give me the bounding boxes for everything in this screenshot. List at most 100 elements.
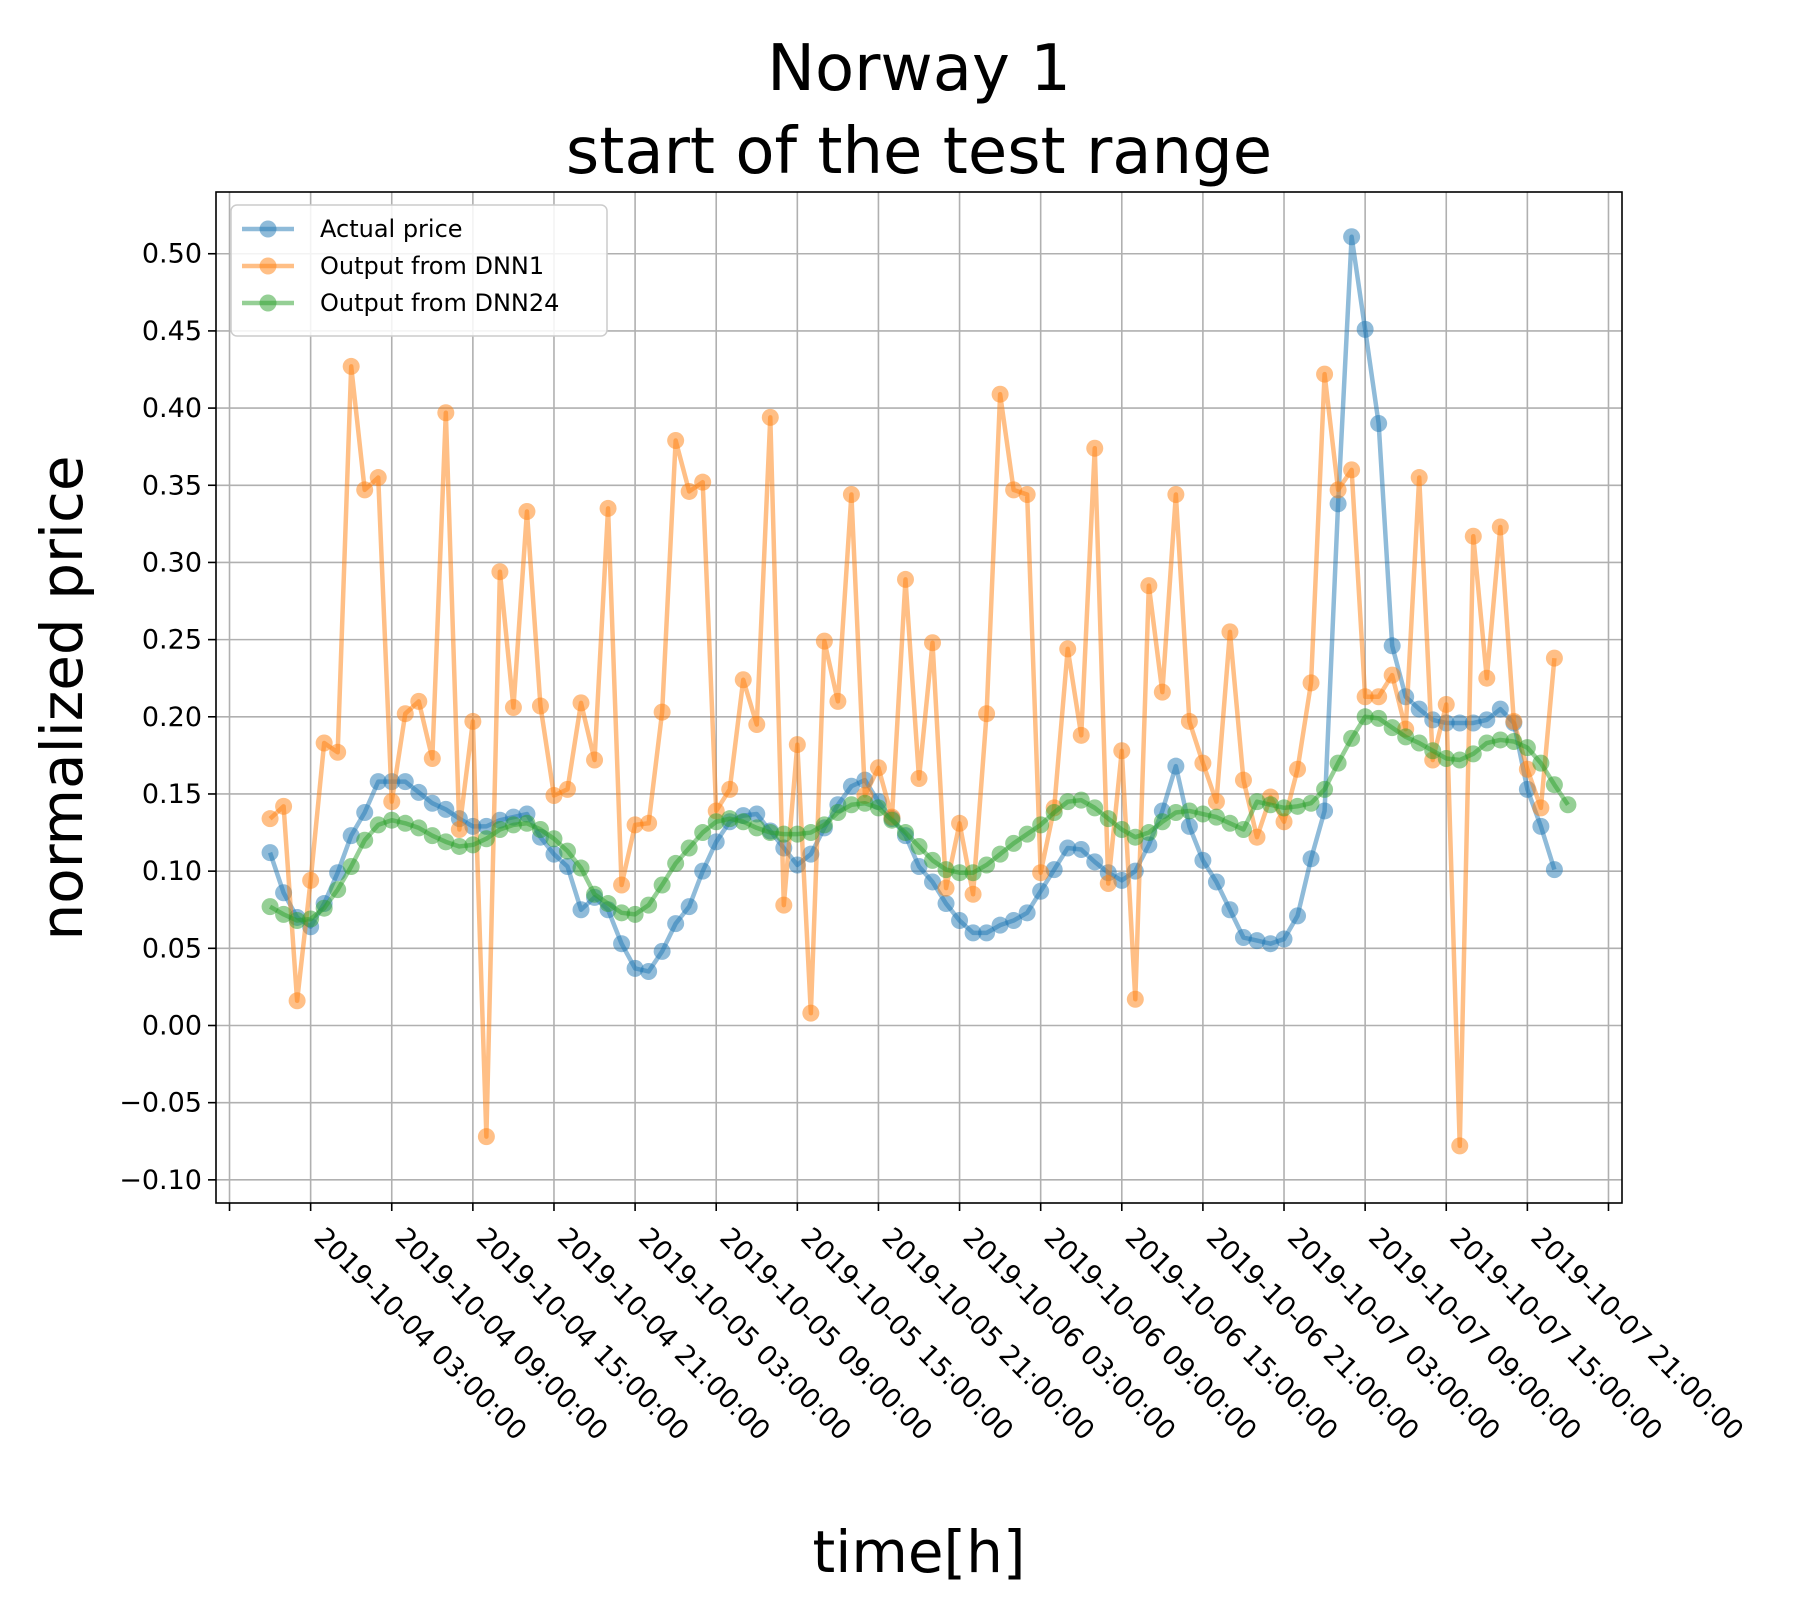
data-point — [410, 819, 428, 837]
y-tick-label: −0.10 — [119, 1165, 202, 1196]
data-point — [1234, 929, 1252, 947]
data-point — [464, 712, 482, 730]
data-point — [1234, 771, 1252, 789]
data-point — [383, 793, 401, 811]
data-point — [1072, 726, 1090, 744]
data-point — [545, 845, 563, 863]
data-point — [788, 825, 806, 843]
data-point — [1262, 796, 1279, 814]
data-point — [937, 895, 955, 913]
data-point — [288, 912, 306, 930]
data-point — [559, 858, 576, 876]
data-point — [1478, 711, 1496, 729]
data-point — [978, 856, 996, 874]
data-point — [1478, 734, 1496, 752]
plot-frame — [215, 191, 1623, 1204]
data-point — [829, 803, 847, 821]
data-point — [775, 825, 793, 843]
data-point — [1464, 745, 1482, 763]
data-point — [356, 803, 374, 821]
data-point — [707, 813, 725, 831]
data-point — [694, 862, 712, 880]
data-point — [910, 837, 928, 855]
data-point — [924, 851, 942, 869]
data-point — [1248, 932, 1266, 950]
data-point — [842, 796, 860, 814]
data-point — [1180, 712, 1198, 730]
data-point — [1086, 853, 1104, 871]
legend-label: Actual price — [320, 215, 463, 243]
data-point — [815, 632, 833, 650]
data-point — [1275, 799, 1293, 817]
data-point — [1491, 731, 1509, 749]
data-point — [1437, 749, 1455, 767]
data-point — [1410, 734, 1428, 752]
legend: Actual price Output from DNN1 Output from … — [230, 204, 608, 337]
data-point — [396, 773, 414, 791]
legend-marker — [259, 294, 277, 312]
data-point — [1518, 739, 1536, 757]
data-point — [896, 824, 914, 842]
data-point — [991, 916, 1009, 934]
data-point — [1383, 719, 1401, 737]
data-point — [410, 783, 428, 801]
data-point — [991, 385, 1009, 403]
data-point — [1262, 935, 1279, 953]
data-point — [1045, 861, 1063, 879]
data-point — [1194, 754, 1212, 772]
data-point — [910, 770, 928, 788]
data-point — [1343, 729, 1361, 747]
axis-tick-labels: −0.10 −0.05 0.00 0.05 0.10 0.15 0.20 0.25 0.30 0.… — [119, 239, 1749, 1447]
y-tick-label: 0.20 — [142, 702, 202, 733]
data-point — [1113, 871, 1131, 889]
data-point — [545, 787, 563, 805]
data-point — [450, 820, 468, 838]
data-point — [802, 1004, 820, 1022]
data-point — [1072, 791, 1090, 809]
data-point — [1005, 912, 1023, 930]
data-point — [491, 820, 509, 838]
data-point — [342, 827, 360, 845]
data-point — [329, 864, 347, 882]
data-point — [1302, 674, 1320, 692]
data-point — [1545, 776, 1563, 794]
y-tick-label: −0.05 — [119, 1088, 202, 1119]
data-point — [964, 864, 982, 882]
data-point — [721, 810, 739, 828]
data-point — [302, 871, 320, 889]
data-point — [1329, 754, 1347, 772]
data-point — [1140, 836, 1158, 854]
data-point — [748, 805, 766, 823]
legend-entry: Output from DNN24 — [242, 289, 559, 317]
data-point — [748, 716, 766, 734]
data-point — [1289, 907, 1307, 925]
data-point — [1329, 495, 1347, 513]
data-point — [1045, 803, 1063, 821]
data-point — [978, 924, 996, 942]
data-point — [518, 503, 536, 521]
data-point — [477, 817, 495, 835]
y-tick-label: 0.10 — [142, 856, 202, 887]
series-2 — [261, 357, 1563, 1155]
data-point — [1410, 469, 1428, 487]
data-point — [261, 844, 279, 862]
data-point — [559, 780, 576, 798]
data-point — [450, 837, 468, 855]
data-point — [423, 827, 441, 845]
data-point — [1018, 904, 1036, 922]
data-point — [1532, 817, 1550, 835]
y-tick-label: 0.45 — [142, 316, 202, 347]
data-point — [951, 814, 969, 832]
data-point — [1086, 799, 1104, 817]
data-point — [964, 924, 982, 942]
x-axis-label: time[h] — [812, 1518, 1025, 1586]
data-point — [1207, 793, 1225, 811]
data-point — [315, 734, 333, 752]
y-tick-label: 0.35 — [142, 470, 202, 501]
data-point — [586, 751, 604, 769]
data-point — [1383, 666, 1401, 684]
data-point — [653, 876, 671, 894]
data-point — [829, 692, 847, 710]
y-tick-label: 0.25 — [142, 625, 202, 656]
data-point — [667, 432, 685, 450]
